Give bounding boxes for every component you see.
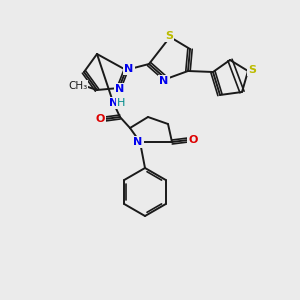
Text: S: S: [165, 31, 173, 41]
Text: N: N: [159, 76, 169, 86]
Text: N: N: [124, 64, 134, 74]
Text: N: N: [110, 98, 118, 108]
Text: H: H: [117, 98, 125, 108]
Text: S: S: [248, 65, 256, 75]
Text: O: O: [95, 114, 105, 124]
Text: O: O: [188, 135, 198, 145]
Text: CH₃: CH₃: [68, 81, 88, 91]
Text: N: N: [116, 84, 124, 94]
Text: N: N: [134, 137, 142, 147]
